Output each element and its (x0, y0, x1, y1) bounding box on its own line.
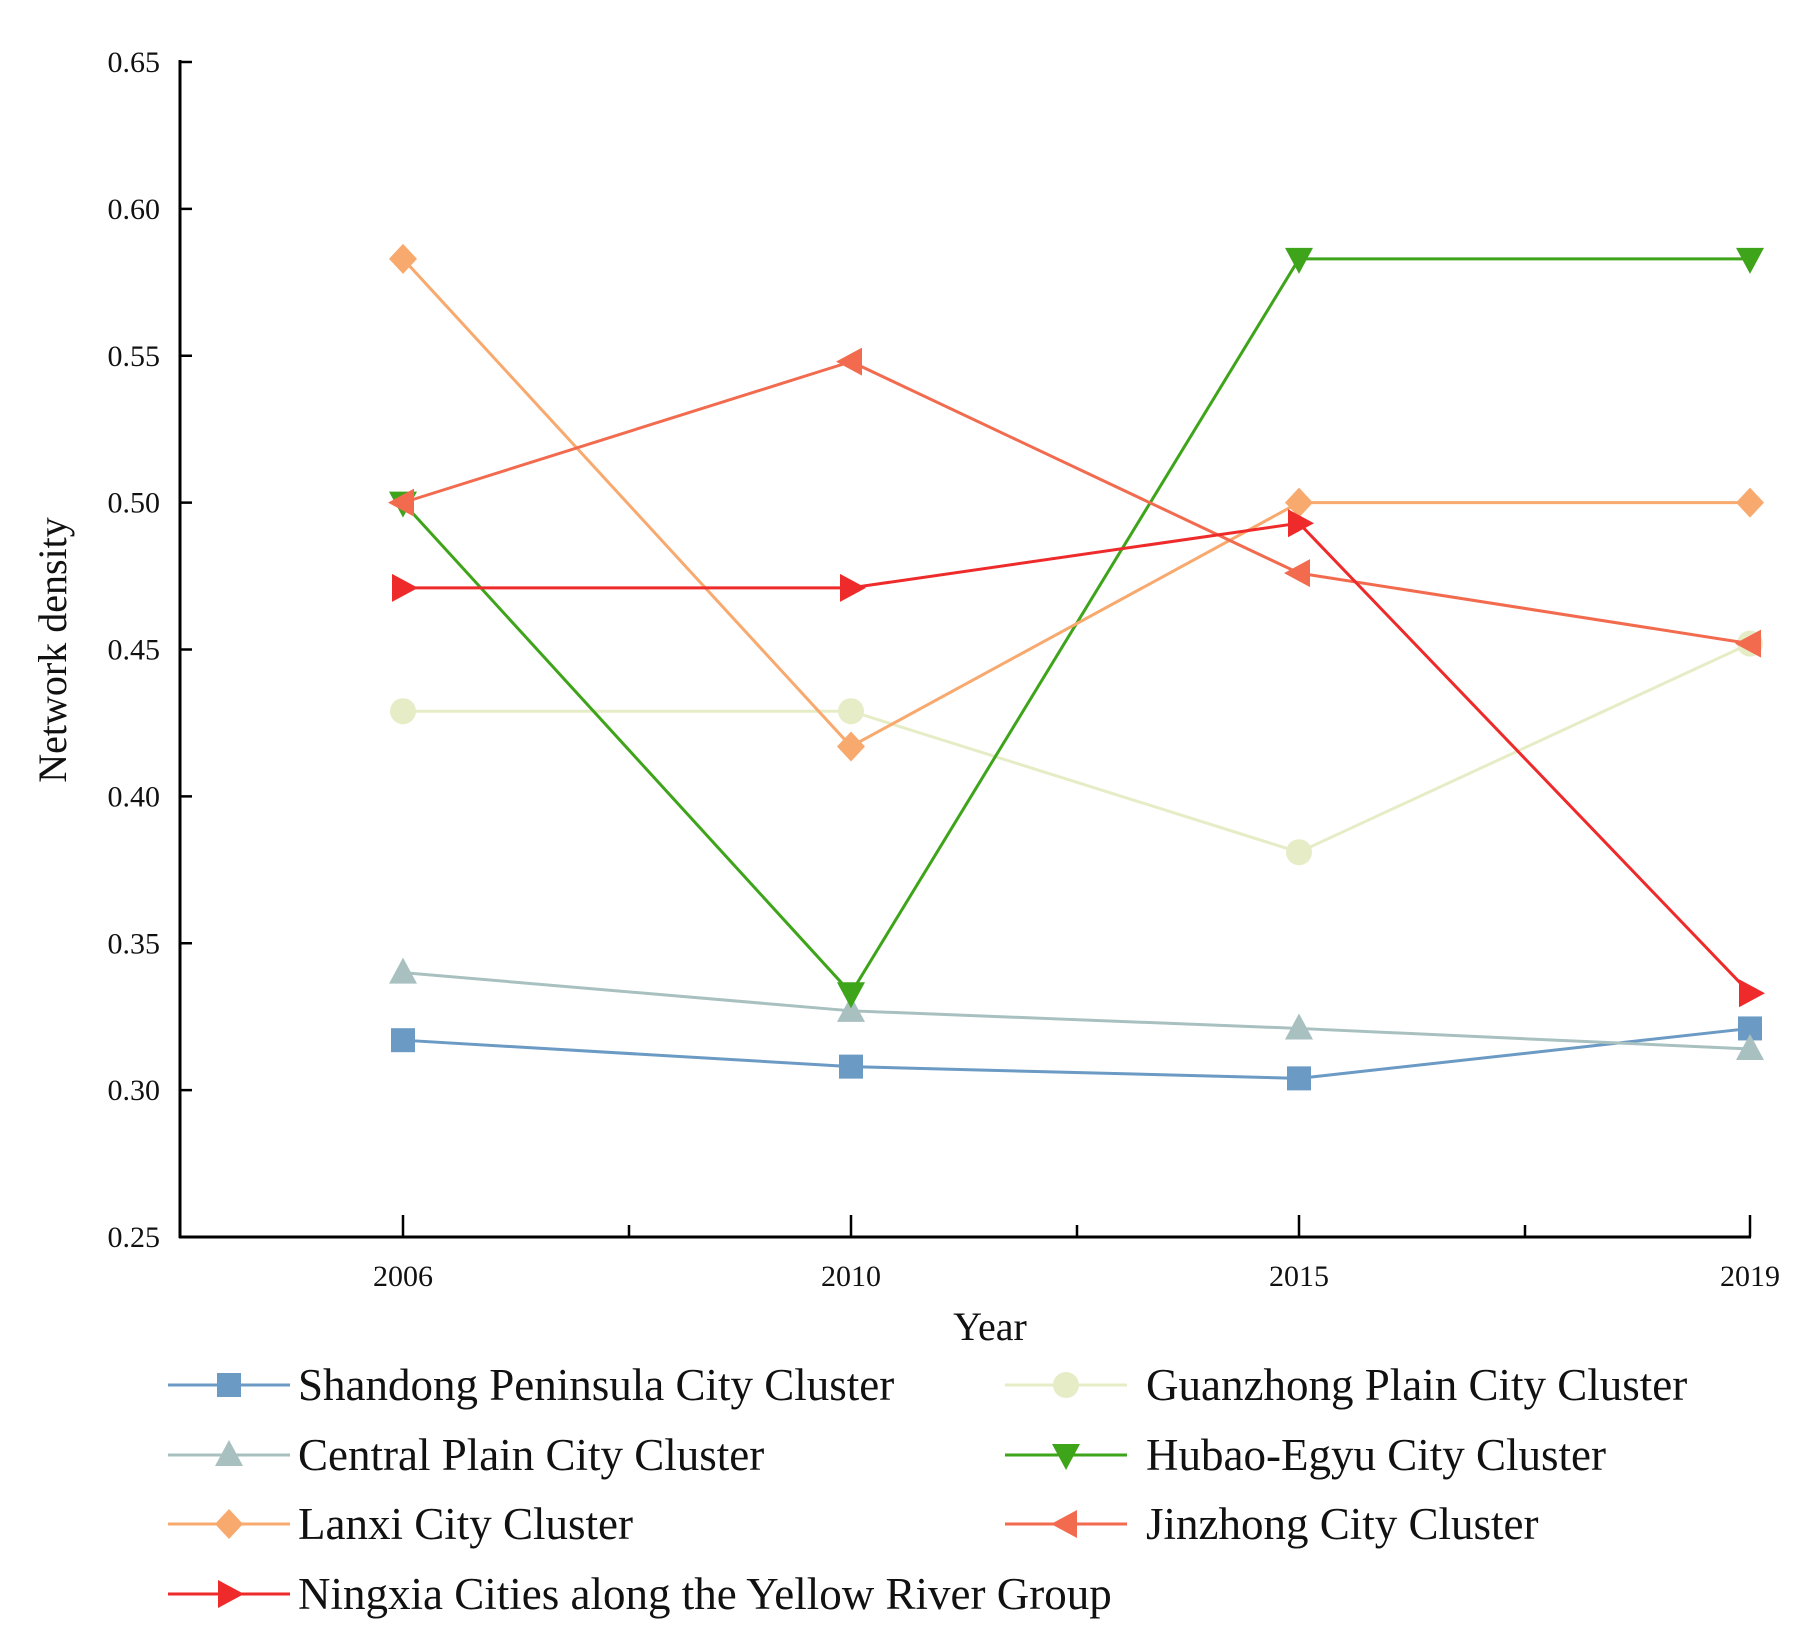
legend-label: Hubao-Egyu City Cluster (1146, 1430, 1606, 1480)
legend-item: Lanxi City Cluster (168, 1499, 633, 1549)
data-point (1284, 559, 1310, 588)
data-point (839, 1054, 863, 1079)
data-point (1736, 247, 1764, 274)
data-point (389, 957, 417, 984)
data-point (392, 573, 418, 602)
series-line (403, 642, 1751, 854)
series-line (403, 521, 1752, 995)
y-tick-label: 0.45 (108, 634, 161, 667)
data-point (1285, 1013, 1313, 1040)
series-line (401, 257, 1750, 748)
legend-label: Central Plain City Cluster (298, 1430, 764, 1480)
series-line (402, 1026, 1751, 1080)
legend-item: Jinzhong City Cluster (1005, 1499, 1539, 1549)
x-tick-label: 2015 (1269, 1260, 1329, 1293)
y-tick-label: 0.55 (108, 340, 161, 373)
y-tick-label: 0.30 (108, 1074, 161, 1107)
series-line (402, 971, 1751, 1051)
data-point (390, 698, 416, 725)
legend-item: Central Plain City Cluster (168, 1430, 764, 1480)
legend-marker (217, 1373, 241, 1397)
legend-label: Ningxia Cities along the Yellow River Gr… (298, 1569, 1112, 1619)
legend-marker (1051, 1510, 1077, 1538)
legend-item: Shandong Peninsula City Cluster (168, 1360, 894, 1410)
legend-label: Lanxi City Cluster (298, 1499, 633, 1549)
legend-marker (215, 1440, 243, 1466)
data-point (836, 347, 862, 376)
series-6 (388, 347, 1761, 658)
y-tick-label: 0.35 (108, 927, 161, 960)
x-tick-label: 2010 (821, 1260, 881, 1293)
data-point (837, 731, 865, 762)
plot-area: 0.25 0.30 0.35 0.40 0.45 0.50 0.55 0.60 0.65 2006… (30, 46, 1780, 1349)
data-point (1288, 509, 1314, 538)
data-point (1736, 487, 1764, 518)
data-point (837, 982, 865, 1009)
legend-label: Shandong Peninsula City Cluster (298, 1360, 894, 1410)
series-3 (389, 957, 1764, 1060)
y-tick-label: 0.40 (108, 780, 161, 813)
data-point (837, 995, 865, 1022)
data-point (1736, 1034, 1764, 1060)
data-point (1285, 247, 1313, 274)
data-point (840, 573, 866, 602)
series-7 (392, 509, 1765, 1008)
data-point (1285, 487, 1313, 518)
series-1 (391, 1016, 1762, 1091)
data-point (1286, 839, 1312, 866)
legend-label: Guanzhong Plain City Cluster (1146, 1360, 1687, 1410)
legend-marker (215, 1509, 243, 1539)
legend-item: Ningxia Cities along the Yellow River Gr… (168, 1569, 1112, 1619)
y-tick-label: 0.65 (108, 46, 161, 79)
data-point (1735, 629, 1761, 658)
series-line (402, 360, 1751, 646)
legend-marker (1052, 1444, 1080, 1470)
y-tick-label: 0.25 (108, 1221, 161, 1254)
y-tick-label: 0.50 (108, 487, 161, 520)
y-axis-title: Network density (30, 517, 75, 783)
legend-label: Jinzhong City Cluster (1146, 1499, 1539, 1549)
data-point (388, 488, 414, 517)
legend-marker (1053, 1372, 1079, 1398)
data-point (389, 243, 417, 274)
data-point (1739, 979, 1765, 1008)
series-5 (389, 243, 1764, 762)
x-tick-label: 2019 (1720, 1260, 1780, 1293)
legend-item: Hubao-Egyu City Cluster (1005, 1430, 1606, 1480)
series-line (401, 257, 1750, 995)
x-axis-title: Year (953, 1304, 1027, 1349)
data-point (1287, 1066, 1311, 1091)
data-point (391, 1028, 415, 1053)
legend-item: Guanzhong Plain City Cluster (1005, 1360, 1687, 1410)
series-2 (390, 630, 1763, 866)
y-tick-label: 0.60 (108, 193, 161, 226)
legend-marker (218, 1580, 244, 1608)
x-tick-label: 2006 (373, 1260, 433, 1293)
series-4 (389, 247, 1764, 1009)
data-point (838, 698, 864, 725)
legend: Shandong Peninsula City Cluster Guanzhong… (168, 1360, 1687, 1619)
